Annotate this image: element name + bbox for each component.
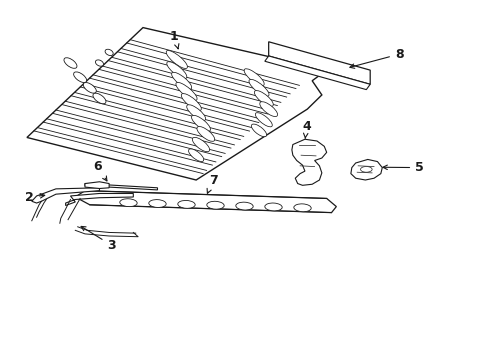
Ellipse shape (191, 115, 210, 131)
Polygon shape (85, 182, 109, 189)
Ellipse shape (197, 126, 214, 141)
Ellipse shape (166, 62, 186, 78)
Ellipse shape (186, 105, 205, 121)
Text: 2: 2 (25, 190, 44, 203)
Polygon shape (75, 191, 336, 213)
Polygon shape (291, 139, 326, 185)
Ellipse shape (181, 94, 201, 111)
Ellipse shape (192, 138, 209, 152)
Ellipse shape (254, 91, 273, 107)
Polygon shape (268, 42, 369, 84)
Ellipse shape (120, 199, 137, 207)
Ellipse shape (251, 124, 266, 137)
Ellipse shape (178, 201, 195, 208)
Ellipse shape (255, 113, 272, 127)
Ellipse shape (176, 82, 197, 100)
Ellipse shape (105, 49, 113, 55)
Ellipse shape (248, 80, 268, 96)
Polygon shape (264, 56, 369, 90)
Ellipse shape (148, 199, 166, 207)
Ellipse shape (188, 149, 203, 162)
Ellipse shape (293, 204, 310, 212)
Text: 3: 3 (81, 226, 116, 252)
Ellipse shape (360, 167, 371, 172)
Text: 1: 1 (170, 30, 179, 49)
Ellipse shape (83, 82, 96, 93)
Text: 8: 8 (349, 48, 403, 68)
Text: 6: 6 (93, 160, 107, 181)
Ellipse shape (95, 60, 103, 66)
Ellipse shape (244, 69, 264, 86)
Ellipse shape (171, 72, 191, 89)
Text: 5: 5 (382, 161, 423, 174)
Ellipse shape (74, 72, 86, 82)
Ellipse shape (93, 93, 106, 104)
Ellipse shape (264, 203, 282, 211)
Ellipse shape (64, 58, 77, 68)
Text: 7: 7 (207, 174, 217, 193)
Polygon shape (27, 28, 321, 180)
Ellipse shape (235, 202, 253, 210)
Polygon shape (350, 159, 382, 180)
Polygon shape (85, 184, 157, 190)
Ellipse shape (259, 102, 277, 117)
Ellipse shape (206, 201, 224, 209)
Polygon shape (32, 188, 99, 203)
Text: 4: 4 (302, 120, 310, 138)
Ellipse shape (166, 50, 187, 68)
Polygon shape (65, 193, 133, 206)
